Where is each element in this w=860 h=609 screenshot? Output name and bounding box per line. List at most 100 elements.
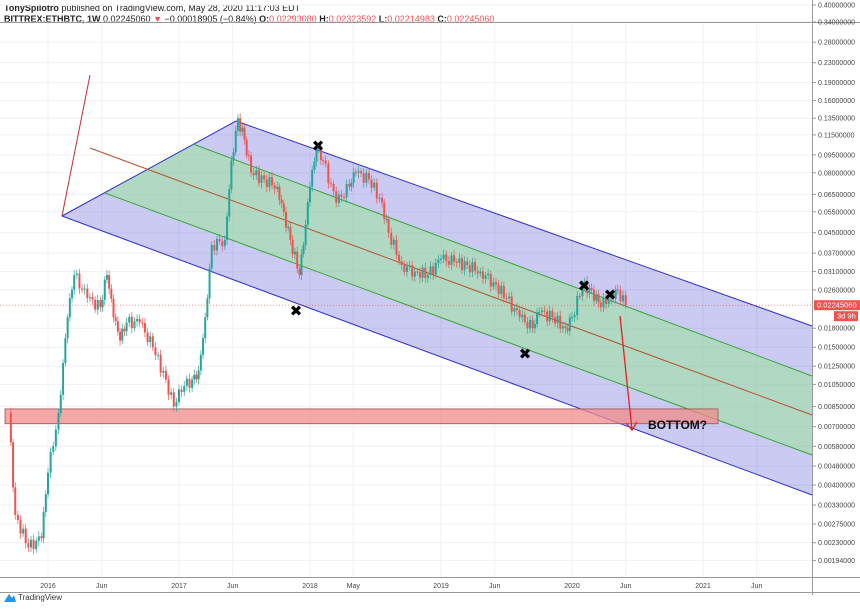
candle-body [54, 429, 57, 447]
candle-body [73, 274, 76, 290]
support-zone[interactable] [4, 408, 719, 425]
candle-body [317, 147, 320, 150]
candle-body [121, 328, 124, 341]
y-tick-label: 0.02600000 [818, 287, 855, 294]
candle-body [298, 268, 301, 275]
median-line [89, 147, 813, 416]
candle-body [263, 175, 266, 180]
candle-body [445, 254, 448, 262]
candles [9, 113, 627, 555]
candle-body [592, 289, 595, 301]
candle-body [390, 232, 393, 245]
candle-body [24, 528, 27, 544]
candle-body [500, 285, 503, 294]
candle-body [255, 170, 258, 176]
candle-body [234, 130, 237, 153]
candle-body [447, 261, 450, 265]
x-marks: ✖ ✖ ✖ ✖ ✖ [290, 137, 617, 363]
candle-body [442, 254, 445, 259]
y-tick-label: 0.00850000 [818, 404, 855, 411]
candle-body [315, 149, 318, 162]
candle-body [546, 311, 549, 322]
high-value: 0.02323592 [328, 14, 377, 24]
price-axis[interactable]: 0.40000000 0.34000000 0.28000000 0.23000000… [812, 3, 855, 565]
candle-body [373, 182, 376, 188]
candle-body [16, 514, 19, 521]
x-mark-icon: ✖ [312, 137, 325, 155]
candle-body [191, 379, 194, 388]
candle-body [202, 338, 205, 355]
candle-body [276, 186, 279, 189]
candle-body [243, 127, 246, 140]
price-chart[interactable]: BOTTOM? ✖ ✖ ✖ ✖ ✖ 0.400000000.340000000.… [0, 0, 860, 595]
candle-body [141, 322, 144, 324]
candle-body [348, 183, 351, 187]
candle-body [424, 267, 427, 278]
candle-body [479, 271, 482, 274]
candle-body [178, 389, 180, 402]
y-tick-label: 0.03700000 [818, 251, 855, 258]
candle-body [112, 298, 115, 318]
candle-body [271, 177, 274, 186]
x-mark-icon: ✖ [604, 286, 617, 304]
y-tick-label: 0.01500000 [818, 345, 855, 352]
candle-body [278, 186, 281, 200]
candle-body [529, 319, 532, 329]
candle-body [260, 175, 263, 183]
candle-body [460, 258, 463, 271]
candle-body [378, 197, 381, 199]
candle-body [421, 267, 424, 278]
candle-body [250, 155, 253, 173]
candle-body [236, 118, 239, 131]
x-tick-label: 2018 [302, 583, 318, 590]
candle-body [66, 317, 69, 339]
candle-body [108, 274, 111, 289]
bottom-annotation: BOTTOM? [648, 418, 707, 432]
candle-body [350, 182, 353, 187]
y-tick-label: 0.00480000 [818, 463, 855, 470]
candle-body [9, 412, 12, 443]
candle-body [64, 338, 67, 363]
candle-body [78, 273, 81, 289]
x-tick-label: 2020 [564, 583, 580, 590]
candle-body [590, 288, 593, 290]
x-tick-label: 2019 [433, 583, 449, 590]
y-tick-label: 0.00700000 [818, 424, 855, 431]
low-value: 0.02214983 [387, 14, 435, 24]
high-label: H: [319, 14, 329, 24]
x-tick-label: 2016 [40, 583, 56, 590]
author[interactable]: TonySpilotro [4, 3, 59, 13]
x-tick-label: Jun [620, 583, 631, 590]
candle-body [162, 370, 165, 373]
publish-text: published on TradingView.com, May 28, 20… [61, 3, 301, 13]
y-tick-label: 0.00330000 [818, 503, 855, 510]
x-tick-label: 2021 [695, 583, 711, 590]
candle-body [576, 295, 579, 316]
candle-body [208, 268, 211, 299]
candle-body [293, 251, 296, 255]
candle-body [370, 179, 373, 188]
time-axis[interactable]: 2016 Jun 2017 Jun 2018 May 2019 Jun 2020 Jun 2021 J… [40, 583, 762, 590]
tradingview-logo[interactable]: TradingView [4, 593, 62, 602]
y-tick-label: 0.13500000 [818, 116, 855, 123]
candle-body [35, 540, 38, 550]
candle-body [559, 315, 562, 329]
candle-body [223, 239, 226, 247]
candle-body [204, 317, 207, 339]
candle-body [405, 266, 408, 272]
candle-body [345, 183, 348, 198]
candle-body [581, 285, 584, 297]
candle-body [489, 273, 492, 287]
candle-body [329, 183, 332, 185]
candle-body [365, 172, 368, 183]
candle-body [553, 317, 556, 324]
candle-body [354, 172, 357, 174]
candle-body [352, 172, 355, 183]
candle-body [453, 255, 456, 262]
candle-body [586, 281, 589, 294]
candle-body [583, 281, 586, 286]
candle-body [280, 199, 283, 204]
candle-body [566, 328, 569, 331]
candle-body [151, 336, 154, 348]
symbol[interactable]: BITTREX:ETHBTC, 1W [4, 14, 101, 24]
